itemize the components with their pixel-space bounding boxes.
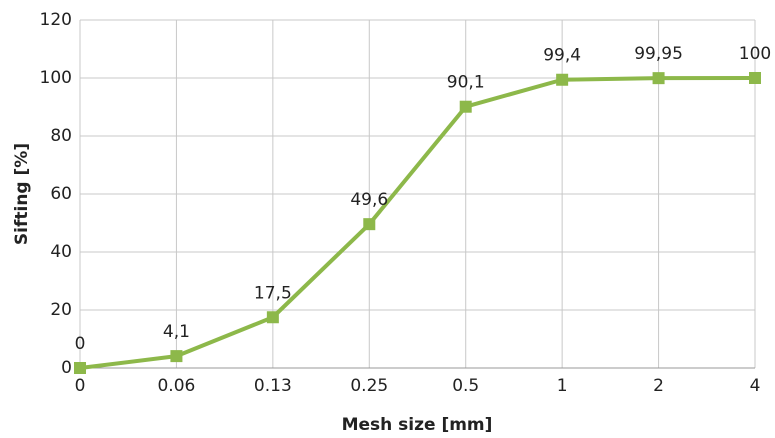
y-tick-label: 40	[50, 242, 72, 262]
data-label: 17,5	[254, 283, 292, 303]
data-label: 100	[739, 44, 771, 64]
y-tick-label: 20	[50, 300, 72, 320]
data-line	[79, 76, 756, 370]
data-label: 99,95	[634, 44, 683, 64]
y-tick-label: 60	[50, 184, 72, 204]
data-marker	[749, 72, 761, 84]
y-tick-label: 120	[40, 10, 72, 30]
y-tick-label: 100	[40, 68, 72, 88]
x-tick-label: 0.5	[452, 376, 479, 396]
data-marker	[170, 350, 183, 363]
y-tick-label: 80	[50, 126, 72, 146]
x-tick-label: 0.25	[350, 376, 388, 396]
x-tick-label: 2	[653, 376, 664, 396]
data-label: 4,1	[163, 322, 190, 342]
y-axis-title: Sifting [%]	[12, 143, 32, 245]
data-marker	[556, 73, 569, 86]
data-marker	[266, 311, 279, 324]
data-label: 99,4	[543, 46, 581, 66]
x-tick-label: 1	[557, 376, 568, 396]
data-marker	[363, 218, 376, 231]
data-marker	[74, 362, 86, 374]
data-label: 90,1	[447, 73, 485, 93]
x-tick-label: 0.13	[254, 376, 292, 396]
x-axis-title: Mesh size [mm]	[342, 415, 493, 435]
data-label: 0	[75, 334, 86, 354]
x-tick-label: 0.06	[157, 376, 195, 396]
data-marker	[652, 72, 665, 85]
x-tick-label: 0	[75, 376, 86, 396]
data-label: 49,6	[350, 190, 388, 210]
y-tick-label: 0	[61, 358, 72, 378]
x-tick-label: 4	[750, 376, 761, 396]
data-marker	[459, 100, 472, 113]
